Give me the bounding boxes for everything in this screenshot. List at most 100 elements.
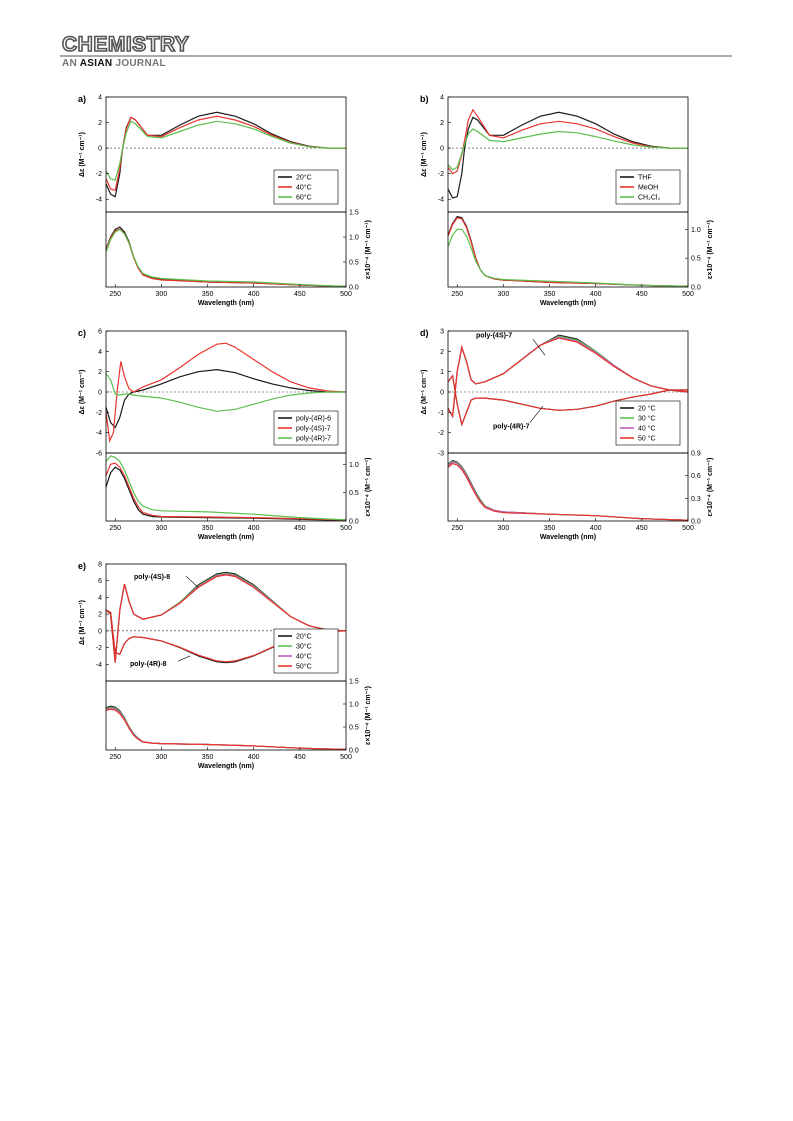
x-axis-label: Wavelength (nm) bbox=[198, 300, 254, 307]
uv-axes-frame bbox=[105, 211, 347, 288]
legend-entry: 30°C bbox=[296, 643, 312, 651]
xtick-label: 350 bbox=[544, 291, 556, 298]
annotation-label: poly-(4S)-8 bbox=[134, 574, 170, 581]
uv-ytick-label: 0.5 bbox=[349, 725, 359, 732]
xtick-label: 350 bbox=[202, 754, 214, 761]
cd-ytick-label: 4 bbox=[98, 595, 102, 602]
cd-series-line bbox=[105, 120, 346, 181]
legend-entry: CH₂Cl₂ bbox=[638, 195, 660, 202]
cd-series-line bbox=[447, 337, 689, 419]
xtick-label: 350 bbox=[202, 525, 214, 532]
legend-entry: poly-(4R)-6 bbox=[296, 416, 331, 423]
uv-ytick-label: 1.0 bbox=[349, 702, 359, 709]
xtick-label: 500 bbox=[340, 525, 352, 532]
cd-ytick-label: -2 bbox=[438, 430, 444, 437]
journal-header: CHEMISTRY AN ASIAN JOURNAL bbox=[61, 33, 190, 69]
uv-series-line bbox=[105, 708, 347, 751]
panel-label: b) bbox=[420, 94, 429, 104]
xtick-label: 400 bbox=[590, 525, 602, 532]
cd-ytick-label: 0 bbox=[98, 146, 102, 153]
cd-ytick-label: -6 bbox=[96, 451, 102, 458]
uv-ytick-label: 1.5 bbox=[349, 679, 359, 686]
uv-series-line bbox=[105, 707, 347, 751]
journal-title: CHEMISTRY bbox=[61, 33, 190, 56]
cd-series-line bbox=[105, 111, 346, 198]
cd-series-line bbox=[105, 373, 346, 412]
cd-series-line bbox=[105, 342, 347, 443]
journal-subtitle-highlight: ASIAN bbox=[79, 58, 113, 69]
x-axis-label: Wavelength (nm) bbox=[540, 300, 596, 307]
uv-ytick-label: 0.0 bbox=[349, 285, 359, 292]
uv-ytick-label: 0.5 bbox=[349, 490, 359, 497]
uv-ytick-label: 1.0 bbox=[691, 227, 701, 234]
chart-panel: b) -4 -2 0 2 4 Δε (M⁻¹ cm⁻¹) 0.0 0.5 1.0 ε×10⁻⁴ (M… bbox=[420, 94, 714, 307]
cd-series-line bbox=[105, 574, 347, 663]
xtick-label: 500 bbox=[340, 291, 352, 298]
cd-ytick-label: -4 bbox=[96, 662, 102, 669]
cd-ytick-label: -2 bbox=[96, 171, 102, 178]
legend-entry: poly-(4R)-7 bbox=[296, 436, 331, 443]
uv-ytick-label: 0.9 bbox=[691, 451, 701, 458]
annotation-label: poly-(4R)-8 bbox=[130, 661, 167, 668]
cd-ylabel: Δε (M⁻¹ cm⁻¹) bbox=[79, 132, 86, 177]
xtick-label: 350 bbox=[544, 525, 556, 532]
uv-axes-frame bbox=[105, 452, 347, 522]
xtick-label: 450 bbox=[636, 525, 648, 532]
uv-series-line bbox=[447, 461, 689, 521]
uv-ylabel: ε×10⁻⁴ (M⁻¹ cm⁻¹) bbox=[707, 220, 714, 279]
cd-ytick-label: -4 bbox=[96, 197, 102, 204]
uv-axes-frame bbox=[447, 452, 689, 522]
uv-series-line bbox=[105, 228, 347, 288]
uv-series-line bbox=[105, 706, 347, 751]
cd-ytick-label: -4 bbox=[438, 197, 444, 204]
cd-ytick-label: -1 bbox=[438, 410, 444, 417]
uv-series-line bbox=[447, 215, 689, 287]
uv-ylabel: ε×10⁻⁴ (M⁻¹ cm⁻¹) bbox=[707, 458, 714, 517]
x-axis-label: Wavelength (nm) bbox=[198, 763, 254, 770]
xtick-label: 450 bbox=[294, 525, 306, 532]
uv-series-line bbox=[105, 705, 347, 751]
legend-entry: poly-(4S)-7 bbox=[296, 426, 331, 433]
legend-entry: 40°C bbox=[296, 184, 312, 192]
annotation-arrow bbox=[532, 339, 546, 356]
chart-panel: a) -4 -2 0 2 4 Δε (M⁻¹ cm⁻¹) 0.0 0.5 1.0 1.5 ε×10⁻⁴… bbox=[78, 94, 372, 307]
xtick-label: 300 bbox=[156, 754, 168, 761]
chart-panel: e) -4 -2 0 2 4 6 8 Δε (M⁻¹ cm⁻¹) 0.0 0.5 1.0 1.5 ε×10… bbox=[78, 561, 372, 770]
xtick-label: 250 bbox=[451, 291, 463, 298]
xtick-label: 300 bbox=[156, 525, 168, 532]
panel-label: d) bbox=[420, 328, 429, 338]
legend-entry: 60°C bbox=[296, 194, 312, 202]
uv-ytick-label: 0.0 bbox=[349, 748, 359, 755]
uv-series-line bbox=[447, 228, 689, 287]
cd-series-line bbox=[447, 111, 688, 199]
uv-series-line bbox=[447, 462, 689, 521]
panel-label: a) bbox=[78, 94, 86, 104]
uv-ytick-label: 0.6 bbox=[691, 473, 701, 480]
uv-ytick-label: 1.0 bbox=[349, 235, 359, 242]
cd-ytick-label: 6 bbox=[98, 329, 102, 336]
uv-series-line bbox=[105, 226, 347, 288]
cd-ytick-label: -4 bbox=[96, 430, 102, 437]
journal-subtitle-suffix: JOURNAL bbox=[112, 58, 166, 69]
legend-entry: 20°C bbox=[296, 633, 312, 641]
uv-ytick-label: 0.0 bbox=[349, 519, 359, 526]
uv-ylabel: ε×10⁻⁴ (M⁻¹ cm⁻¹) bbox=[365, 220, 372, 279]
legend-entry: 20 °C bbox=[638, 405, 656, 413]
panel-label: c) bbox=[78, 328, 86, 338]
cd-ytick-label: 2 bbox=[98, 369, 102, 376]
xtick-label: 300 bbox=[498, 525, 510, 532]
annotation-arrow bbox=[185, 575, 199, 588]
uv-axes-frame bbox=[105, 680, 347, 751]
cd-series-line bbox=[447, 108, 688, 175]
cd-ytick-label: 0 bbox=[98, 390, 102, 397]
cd-ytick-label: -2 bbox=[438, 171, 444, 178]
uv-series-line bbox=[105, 455, 347, 521]
uv-axes-frame bbox=[447, 211, 689, 288]
xtick-label: 450 bbox=[294, 291, 306, 298]
xtick-label: 350 bbox=[202, 291, 214, 298]
legend-entry: 20°C bbox=[296, 174, 312, 182]
cd-ytick-label: 0 bbox=[440, 390, 444, 397]
xtick-label: 450 bbox=[294, 754, 306, 761]
xtick-label: 400 bbox=[248, 754, 260, 761]
